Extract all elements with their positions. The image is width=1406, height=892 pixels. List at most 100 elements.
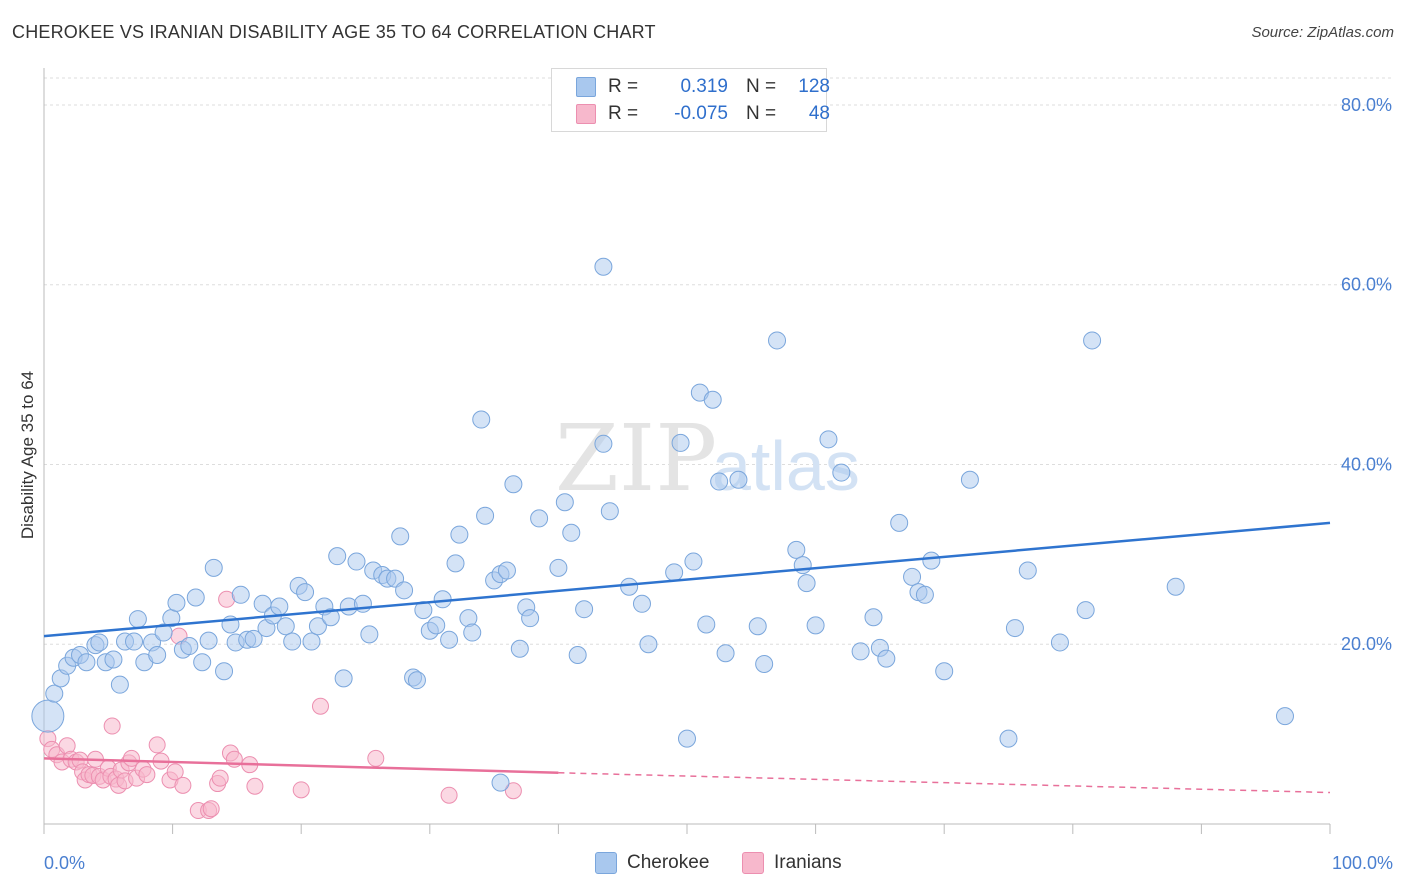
cherokee-point	[716, 644, 735, 663]
cherokee-point	[204, 558, 223, 577]
cherokee-point	[877, 649, 896, 668]
cherokee-point	[639, 635, 658, 654]
cherokee-point	[768, 331, 787, 350]
n-label: N =	[746, 103, 777, 124]
iranians-point	[166, 763, 184, 781]
cherokee-point	[903, 567, 922, 586]
iranians-swatch	[576, 104, 596, 124]
cherokee-point	[244, 629, 263, 648]
cherokee-point	[620, 577, 639, 596]
cherokee-point	[472, 410, 491, 429]
trend-lines	[43, 521, 1331, 794]
cherokee-point	[1083, 331, 1102, 350]
legend-row-cherokee: R = 0.319 N = 128	[576, 75, 830, 99]
cherokee-point	[1166, 577, 1185, 596]
cherokee-swatch	[576, 77, 596, 97]
cherokee-point	[407, 671, 426, 690]
cherokee-point	[999, 729, 1018, 748]
iranians-point	[367, 749, 385, 767]
x-tick-label-min: 0.0%	[44, 853, 85, 873]
cherokee-point	[819, 430, 838, 449]
cherokee-legend-label: Cherokee	[627, 852, 710, 873]
cherokee-points	[31, 257, 1294, 792]
cherokee-point	[671, 433, 690, 452]
cherokee-point	[562, 523, 581, 542]
cherokee-point	[600, 502, 619, 521]
n-label: N =	[746, 76, 777, 97]
watermark-zip: ZIP	[555, 405, 717, 512]
cherokee-point	[555, 493, 574, 512]
cherokee-point	[594, 434, 613, 453]
cherokee-point	[148, 646, 167, 665]
cherokee-point	[427, 616, 446, 635]
cherokee-point	[530, 509, 549, 528]
cherokee-point	[395, 581, 414, 600]
cherokee-point	[440, 630, 459, 649]
bottom-legend-cherokee: Cherokee	[595, 852, 709, 874]
cherokee-point	[270, 597, 289, 616]
cherokee-point	[308, 617, 327, 636]
y-tick-label: 40.0%	[1341, 454, 1392, 474]
cherokee-point	[787, 540, 806, 559]
y-tick-label: 60.0%	[1341, 275, 1392, 295]
legend-row-iranians: R = -0.075 N = 48	[576, 102, 830, 126]
cherokee-point	[915, 585, 934, 604]
iranians-point	[311, 697, 329, 715]
cherokee-point	[1275, 707, 1294, 726]
n-value: 48	[808, 103, 830, 124]
iranians-point	[122, 749, 140, 767]
cherokee-point	[851, 642, 870, 661]
iranians-trendline-dashed	[558, 772, 1331, 794]
watermark: ZIP atlas	[555, 405, 860, 512]
iranians-point	[211, 769, 229, 787]
y-tick-label: 20.0%	[1341, 634, 1392, 654]
cherokee-point	[521, 609, 540, 628]
cherokee-point	[231, 585, 250, 604]
cherokee-point	[935, 662, 954, 681]
cherokee-point	[446, 554, 465, 573]
bottom-legend-iranians: Iranians	[742, 852, 842, 874]
correlation-legend: R = 0.319 N = 128 R = -0.075 N = 48	[551, 68, 830, 132]
cherokee-point	[110, 675, 129, 694]
r-label: R =	[608, 76, 639, 97]
cherokee-point	[186, 588, 205, 607]
cherokee-point	[334, 669, 353, 688]
iranians-point	[174, 776, 192, 794]
cherokee-point	[797, 574, 816, 593]
cherokee-legend-swatch	[595, 852, 617, 874]
cherokee-point	[193, 653, 212, 672]
cherokee-point	[328, 547, 347, 566]
cherokee-point	[180, 637, 199, 656]
cherokee-point	[347, 552, 366, 571]
cherokee-point	[806, 616, 825, 635]
cherokee-trendline	[43, 521, 1331, 638]
cherokee-point	[491, 773, 510, 792]
chart-title: CHEROKEE VS IRANIAN DISABILITY AGE 35 TO…	[12, 22, 656, 42]
cherokee-point	[128, 610, 147, 629]
cherokee-point	[296, 583, 315, 602]
x-tick-label-max: 100.0%	[1332, 853, 1393, 873]
cherokee-point	[1076, 601, 1095, 620]
cherokee-point	[549, 558, 568, 577]
cherokee-point	[710, 472, 729, 491]
iranians-point	[103, 717, 121, 735]
iranians-point	[138, 766, 156, 784]
cherokee-point	[755, 655, 774, 674]
cherokee-point	[594, 257, 613, 276]
cherokee-point	[684, 552, 703, 571]
cherokee-point	[154, 623, 173, 642]
iranians-point	[440, 786, 458, 804]
cherokee-point	[450, 525, 469, 544]
iranians-point	[148, 736, 166, 754]
iranians-point	[246, 777, 264, 795]
cherokee-point	[283, 632, 302, 651]
cherokee-point	[864, 608, 883, 627]
r-value: 0.319	[680, 76, 728, 97]
cherokee-point	[703, 390, 722, 409]
cherokee-point	[890, 513, 909, 532]
cherokee-point	[568, 646, 587, 665]
iranians-legend-swatch	[742, 852, 764, 874]
cherokee-point	[678, 729, 696, 748]
cherokee-point	[167, 593, 186, 612]
cherokee-point	[960, 470, 979, 489]
